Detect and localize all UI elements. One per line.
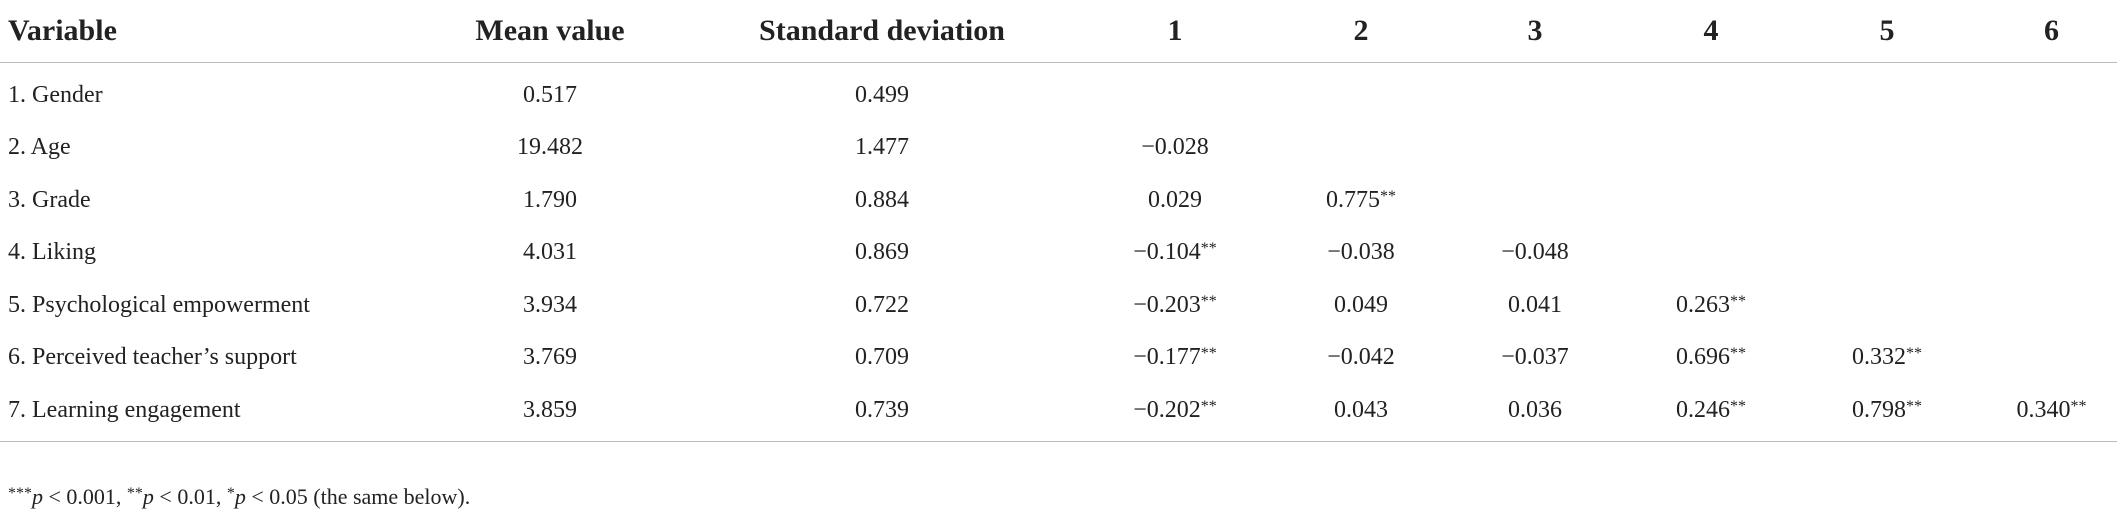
cell: 0.869 xyxy=(855,239,909,266)
footnote-p: p xyxy=(142,484,154,509)
cell: 1.477 xyxy=(855,134,909,161)
header-cell: 1 xyxy=(1064,0,1286,63)
cell xyxy=(1788,227,1986,280)
cell: −0.048 xyxy=(1501,239,1569,266)
cell: 0.332** xyxy=(1852,344,1922,371)
cell: 0.036 xyxy=(1436,384,1634,442)
table-row: 7. Learning engagement 3.859 0.739 −0.202**… xyxy=(0,384,2117,442)
table-row: 5. Psychological empowerment 3.934 0.722 −0… xyxy=(0,279,2117,332)
cell: 0.246** xyxy=(1634,384,1788,442)
cell xyxy=(1986,63,2117,122)
cell: −0.202** xyxy=(1064,384,1286,442)
cell: 3.934 xyxy=(523,291,577,318)
header-cell: 2 xyxy=(1286,0,1436,63)
cell: 0.041 xyxy=(1508,291,1562,318)
footnote-text: < 0.05 (the same below). xyxy=(245,484,471,509)
row-label: 6. Perceived teacher’s support xyxy=(8,344,297,371)
row-label: 1. Gender xyxy=(8,81,103,108)
cell: −0.203** xyxy=(1133,291,1217,318)
row-label: 5. Psychological empowerment xyxy=(8,291,310,318)
row-label: 4. Liking xyxy=(8,239,96,266)
cell: 0.499 xyxy=(855,81,909,108)
cell: 19.482 xyxy=(517,134,583,161)
table-row: 1. Gender 0.517 0.499 xyxy=(0,63,2117,122)
footnote-text: < 0.001, xyxy=(43,484,127,509)
cell: −0.028 xyxy=(1141,134,1209,161)
cell xyxy=(1986,227,2117,280)
cell xyxy=(1436,174,1634,227)
cell: −0.042 xyxy=(1327,344,1395,371)
cell: 0.696** xyxy=(1676,344,1746,371)
header-cell: 6 xyxy=(1986,0,2117,63)
cell: −0.038 xyxy=(1327,239,1395,266)
header-row: Variable Mean value Standard deviation 1 2 3 4… xyxy=(0,0,2117,63)
cell xyxy=(1286,63,1436,122)
cell: 0.517 xyxy=(523,81,577,108)
cell: 0.043 xyxy=(1286,384,1436,442)
row-label: 3. Grade xyxy=(8,186,91,213)
footnote-p: p xyxy=(32,484,43,509)
footnote-p: p xyxy=(234,484,246,509)
row-label: 7. Learning engagement xyxy=(0,384,400,442)
correlation-table: Variable Mean value Standard deviation 1 2 3 4… xyxy=(0,0,2117,442)
cell: 4.031 xyxy=(523,239,577,266)
cell: −0.177** xyxy=(1133,344,1217,371)
cell xyxy=(1634,122,1788,175)
cell xyxy=(1986,332,2117,385)
cell: 0.263** xyxy=(1676,291,1746,318)
cell: 1.790 xyxy=(523,186,577,213)
cell: 3.769 xyxy=(523,344,577,371)
cell xyxy=(1436,63,1634,122)
row-label: 2. Age xyxy=(8,134,71,161)
footnote-text: < 0.01, xyxy=(153,484,227,509)
cell: 0.884 xyxy=(855,186,909,213)
cell xyxy=(1634,63,1788,122)
cell xyxy=(1634,174,1788,227)
table-row: 6. Perceived teacher’s support 3.769 0.709… xyxy=(0,332,2117,385)
cell: 0.722 xyxy=(855,291,909,318)
footnote-stars: ** xyxy=(126,485,143,502)
header-cell: Standard deviation xyxy=(700,0,1064,63)
table-row: 4. Liking 4.031 0.869 −0.104** −0.038 −0.048 xyxy=(0,227,2117,280)
cell xyxy=(1986,122,2117,175)
cell: 0.775** xyxy=(1326,186,1396,213)
cell: 0.739 xyxy=(700,384,1064,442)
cell: 3.859 xyxy=(400,384,700,442)
cell: −0.037 xyxy=(1501,344,1569,371)
header-cell: Mean value xyxy=(400,0,700,63)
header-cell: 5 xyxy=(1788,0,1986,63)
cell xyxy=(1788,174,1986,227)
table-row: 3. Grade 1.790 0.884 0.029 0.775** xyxy=(0,174,2117,227)
footnote-stars: * xyxy=(226,485,235,502)
cell xyxy=(1788,279,1986,332)
table-body: 1. Gender 0.517 0.499 2. Age 19.482 1.477 −0.0… xyxy=(0,63,2117,442)
cell xyxy=(1064,63,1286,122)
cell xyxy=(1986,174,2117,227)
cell: −0.104** xyxy=(1133,239,1217,266)
cell xyxy=(1436,122,1634,175)
cell xyxy=(1788,63,1986,122)
cell: 0.029 xyxy=(1148,186,1202,213)
footnote: ***p < 0.001, **p < 0.01, *p < 0.05 (the… xyxy=(8,484,470,510)
cell: 0.709 xyxy=(855,344,909,371)
cell: 0.340** xyxy=(1986,384,2117,442)
cell: 0.798** xyxy=(1788,384,1986,442)
header-cell: Variable xyxy=(0,0,400,63)
cell xyxy=(1986,279,2117,332)
footnote-stars: *** xyxy=(8,485,32,502)
table-row: 2. Age 19.482 1.477 −0.028 xyxy=(0,122,2117,175)
cell xyxy=(1634,227,1788,280)
header-cell: 3 xyxy=(1436,0,1634,63)
header-cell: 4 xyxy=(1634,0,1788,63)
cell xyxy=(1788,122,1986,175)
cell: 0.049 xyxy=(1334,291,1388,318)
cell xyxy=(1286,122,1436,175)
